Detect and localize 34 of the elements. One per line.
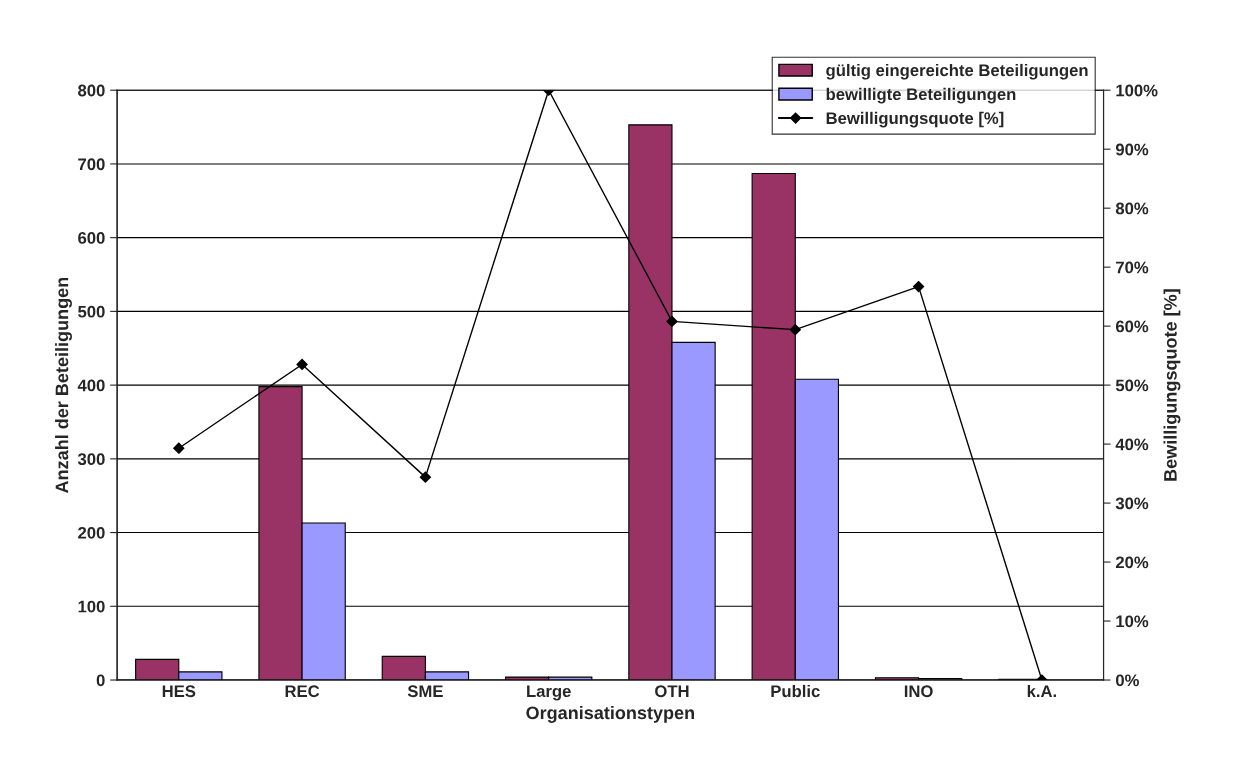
y2-tick-label: 20% [1115, 556, 1149, 569]
x-tick-label: HES [162, 685, 196, 698]
y-tick-label: 0 [96, 674, 105, 687]
y-tick-label: 700 [78, 158, 105, 171]
x-tick-label: SME [407, 685, 443, 698]
y2-tick-label: 60% [1115, 320, 1149, 333]
y-tick-label: 200 [78, 526, 105, 539]
y2-tick-label: 70% [1116, 261, 1149, 274]
y2-tick-label: 0% [1116, 674, 1139, 687]
y2-tick-label: 80% [1115, 202, 1149, 215]
legend-label: Bewilligungsquote [%] [826, 111, 1004, 128]
legend-label: bewilligte Beteiligungen [826, 87, 1016, 104]
y-tick-label: 100 [78, 600, 105, 613]
y-tick-label: 300 [77, 453, 105, 466]
y2-tick-label: 90% [1115, 143, 1149, 156]
y2-tick-label: 50% [1115, 379, 1149, 392]
y-tick-label: 500 [78, 305, 105, 318]
x-tick-label: INO [904, 685, 933, 698]
x-tick-label: k.A. [1027, 684, 1057, 697]
x-tick-label: Public [771, 684, 820, 698]
y-tick-label: 800 [78, 84, 105, 97]
legend-label: gültig eingereichte Beteiligungen [826, 63, 1088, 80]
x-tick-label: REC [285, 685, 320, 698]
y2-tick-label: 10% [1116, 615, 1149, 628]
x-tick-label: Large [527, 685, 571, 701]
y2-tick-label: 30% [1115, 497, 1149, 510]
y-tick-label: 600 [78, 232, 105, 244]
y-axis-title: Anzahl der Beteiligungen [55, 277, 72, 493]
x-tick-label: OTH [655, 685, 689, 698]
y2-tick-label: 100% [1116, 84, 1158, 97]
x-axis-title: Organisationstypen [526, 705, 694, 723]
y-tick-label: 400 [77, 379, 105, 392]
y2-axis-title: Bewilligungsquote [%] [1163, 289, 1181, 481]
y2-tick-label: 40% [1115, 438, 1149, 451]
